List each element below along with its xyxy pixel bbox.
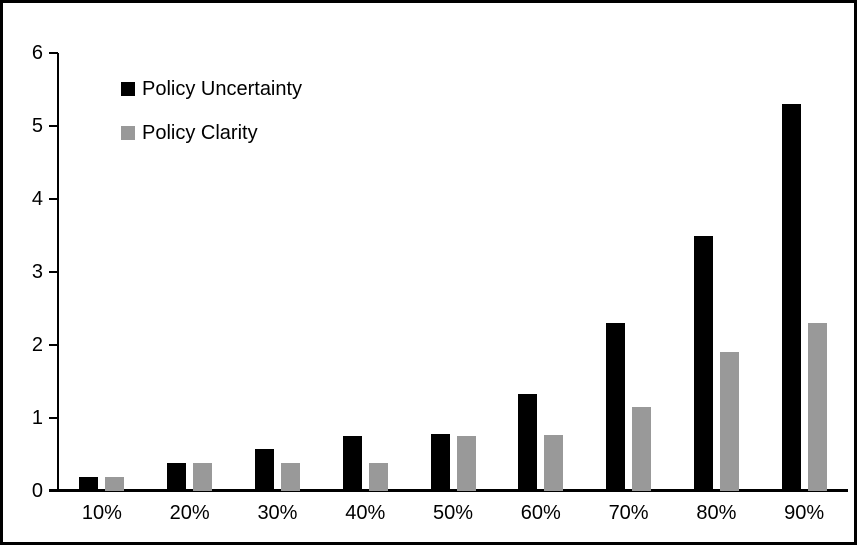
legend-swatch-gray-icon: [121, 126, 135, 140]
legend-label-policy-uncertainty: Policy Uncertainty: [142, 78, 303, 100]
bar-group-10%: [58, 53, 146, 491]
bar-group-60%: [497, 53, 585, 491]
x-tick-label-70%: 70%: [608, 502, 649, 524]
x-tick-label-10%: 10%: [81, 502, 122, 524]
bar-policy-uncertainty-90%: [781, 104, 801, 491]
bar-policy-uncertainty-40%: [342, 435, 362, 491]
bar-group-40%: [321, 53, 409, 491]
bar-policy-clarity-30%: [280, 463, 300, 491]
x-tick-label-50%: 50%: [433, 502, 474, 524]
y-tick-mark: [49, 344, 58, 346]
bar-policy-uncertainty-30%: [254, 449, 274, 491]
y-tick-label: 4: [31, 188, 43, 210]
y-axis-line: [57, 53, 59, 491]
y-tick-label: 6: [31, 42, 43, 64]
bar-group-70%: [585, 53, 673, 491]
x-tick-label-60%: 60%: [520, 502, 561, 524]
y-tick-mark: [49, 52, 58, 54]
y-tick-mark: [49, 417, 58, 419]
y-axis-tick-labels: 0 1 2 3 4 5 6: [3, 43, 45, 501]
y-tick-label: 0: [31, 480, 43, 502]
bar-policy-uncertainty-80%: [693, 235, 713, 491]
legend-item-policy-uncertainty: Policy Uncertainty: [121, 79, 302, 99]
bar-group-80%: [672, 53, 760, 491]
bar-policy-clarity-10%: [105, 477, 125, 491]
bar-group-90%: [760, 53, 848, 491]
bar-policy-uncertainty-10%: [79, 477, 99, 491]
legend-label-policy-clarity: Policy Clarity: [142, 122, 258, 144]
legend: Policy Uncertainty Policy Clarity: [121, 79, 302, 143]
bar-group-20%: [146, 53, 234, 491]
bar-group-30%: [234, 53, 322, 491]
x-axis-tick-labels: 10% 20% 30% 40% 50% 60% 70% 80% 90%: [58, 502, 848, 525]
bar-group-50%: [409, 53, 497, 491]
bar-policy-uncertainty-20%: [167, 463, 187, 491]
x-tick-label-90%: 90%: [784, 502, 825, 524]
y-tick-label: 2: [31, 334, 43, 356]
bar-policy-clarity-50%: [456, 435, 476, 491]
y-tick-label: 5: [31, 115, 43, 137]
bar-policy-clarity-20%: [193, 463, 213, 491]
bar-policy-clarity-90%: [807, 323, 827, 491]
bar-policy-uncertainty-70%: [606, 323, 626, 491]
y-tick-mark: [49, 271, 58, 273]
bar-policy-clarity-70%: [632, 407, 652, 491]
bar-policy-clarity-40%: [368, 463, 388, 491]
legend-swatch-black-icon: [121, 82, 135, 96]
bar-policy-clarity-60%: [544, 434, 564, 491]
y-tick-label: 1: [31, 407, 43, 429]
x-tick-label-80%: 80%: [696, 502, 737, 524]
bar-policy-clarity-80%: [719, 352, 739, 491]
x-tick-label-40%: 40%: [345, 502, 386, 524]
bar-policy-uncertainty-60%: [518, 393, 538, 491]
x-tick-label-30%: 30%: [257, 502, 298, 524]
y-tick-label: 3: [31, 261, 43, 283]
legend-item-policy-clarity: Policy Clarity: [121, 123, 302, 143]
plot-area: [58, 53, 848, 491]
y-tick-mark: [49, 125, 58, 127]
x-tick-label-20%: 20%: [169, 502, 210, 524]
bar-policy-uncertainty-50%: [430, 434, 450, 491]
y-tick-mark: [49, 198, 58, 200]
